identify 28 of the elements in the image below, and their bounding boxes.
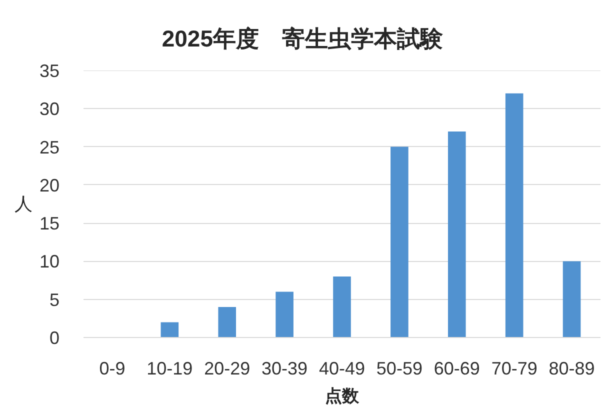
y-axis-title: 人 <box>14 194 32 214</box>
bar <box>160 322 179 338</box>
x-tick-label: 30-39 <box>262 358 308 378</box>
x-tick-label: 70-79 <box>491 358 538 378</box>
y-tick-label: 10 <box>39 252 60 272</box>
bar <box>276 292 294 338</box>
y-tick-label: 20 <box>39 175 60 196</box>
x-axis-title: 点数 <box>325 386 360 406</box>
x-tick-label: 50-59 <box>376 358 422 378</box>
chart-title: 2025年度 寄生虫学本試験 <box>162 26 444 52</box>
x-tick-label: 0-9 <box>99 358 126 378</box>
y-tick-label: 5 <box>49 290 60 310</box>
bar <box>562 261 581 338</box>
x-tick-label: 20-29 <box>204 358 250 378</box>
y-tick-label: 35 <box>39 61 60 81</box>
bar <box>333 276 351 338</box>
bar <box>390 146 408 338</box>
x-tick-label: 40-49 <box>318 358 366 378</box>
bar <box>218 306 236 338</box>
y-tick-label: 15 <box>39 214 60 234</box>
x-tick-label: 10-19 <box>146 358 193 378</box>
y-tick-label: 25 <box>39 137 60 158</box>
y-tick-label: 30 <box>39 99 60 120</box>
x-tick-label: 80-89 <box>548 358 595 378</box>
bar <box>505 93 524 338</box>
y-tick-label: 0 <box>49 328 60 348</box>
bar <box>448 132 466 338</box>
x-tick-label: 60-69 <box>434 358 480 378</box>
